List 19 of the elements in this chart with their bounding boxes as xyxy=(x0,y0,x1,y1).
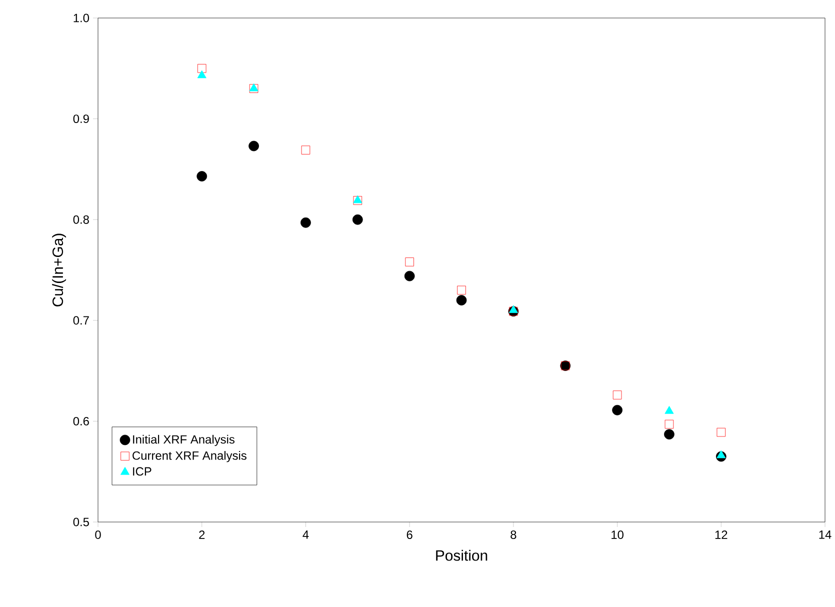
legend-label: Current XRF Analysis xyxy=(132,451,246,462)
legend-label: Initial XRF Analysis xyxy=(133,434,234,446)
x-tick-label: 0 xyxy=(95,530,101,539)
x-axis-title: Position xyxy=(436,550,488,561)
y-tick-label: 0.7 xyxy=(73,316,89,325)
x-tick-label: 2 xyxy=(199,530,205,539)
y-tick-label: 0.8 xyxy=(73,215,89,224)
x-tick-label: 8 xyxy=(510,530,516,539)
y-axis-title: Cu/(In+Ga) xyxy=(52,234,66,306)
y-tick-label: 0.5 xyxy=(73,518,89,526)
y-tick-label: 0.6 xyxy=(73,416,89,426)
x-tick-label: 4 xyxy=(302,530,309,539)
x-tick-label: 12 xyxy=(715,530,728,539)
x-tick-label: 10 xyxy=(612,530,624,539)
y-tick-label: 0.9 xyxy=(73,114,89,124)
legend-label: ICP xyxy=(133,467,152,476)
y-tick-label: 1.0 xyxy=(74,14,90,22)
x-tick-label: 14 xyxy=(819,530,832,539)
x-tick-label: 6 xyxy=(406,530,412,539)
